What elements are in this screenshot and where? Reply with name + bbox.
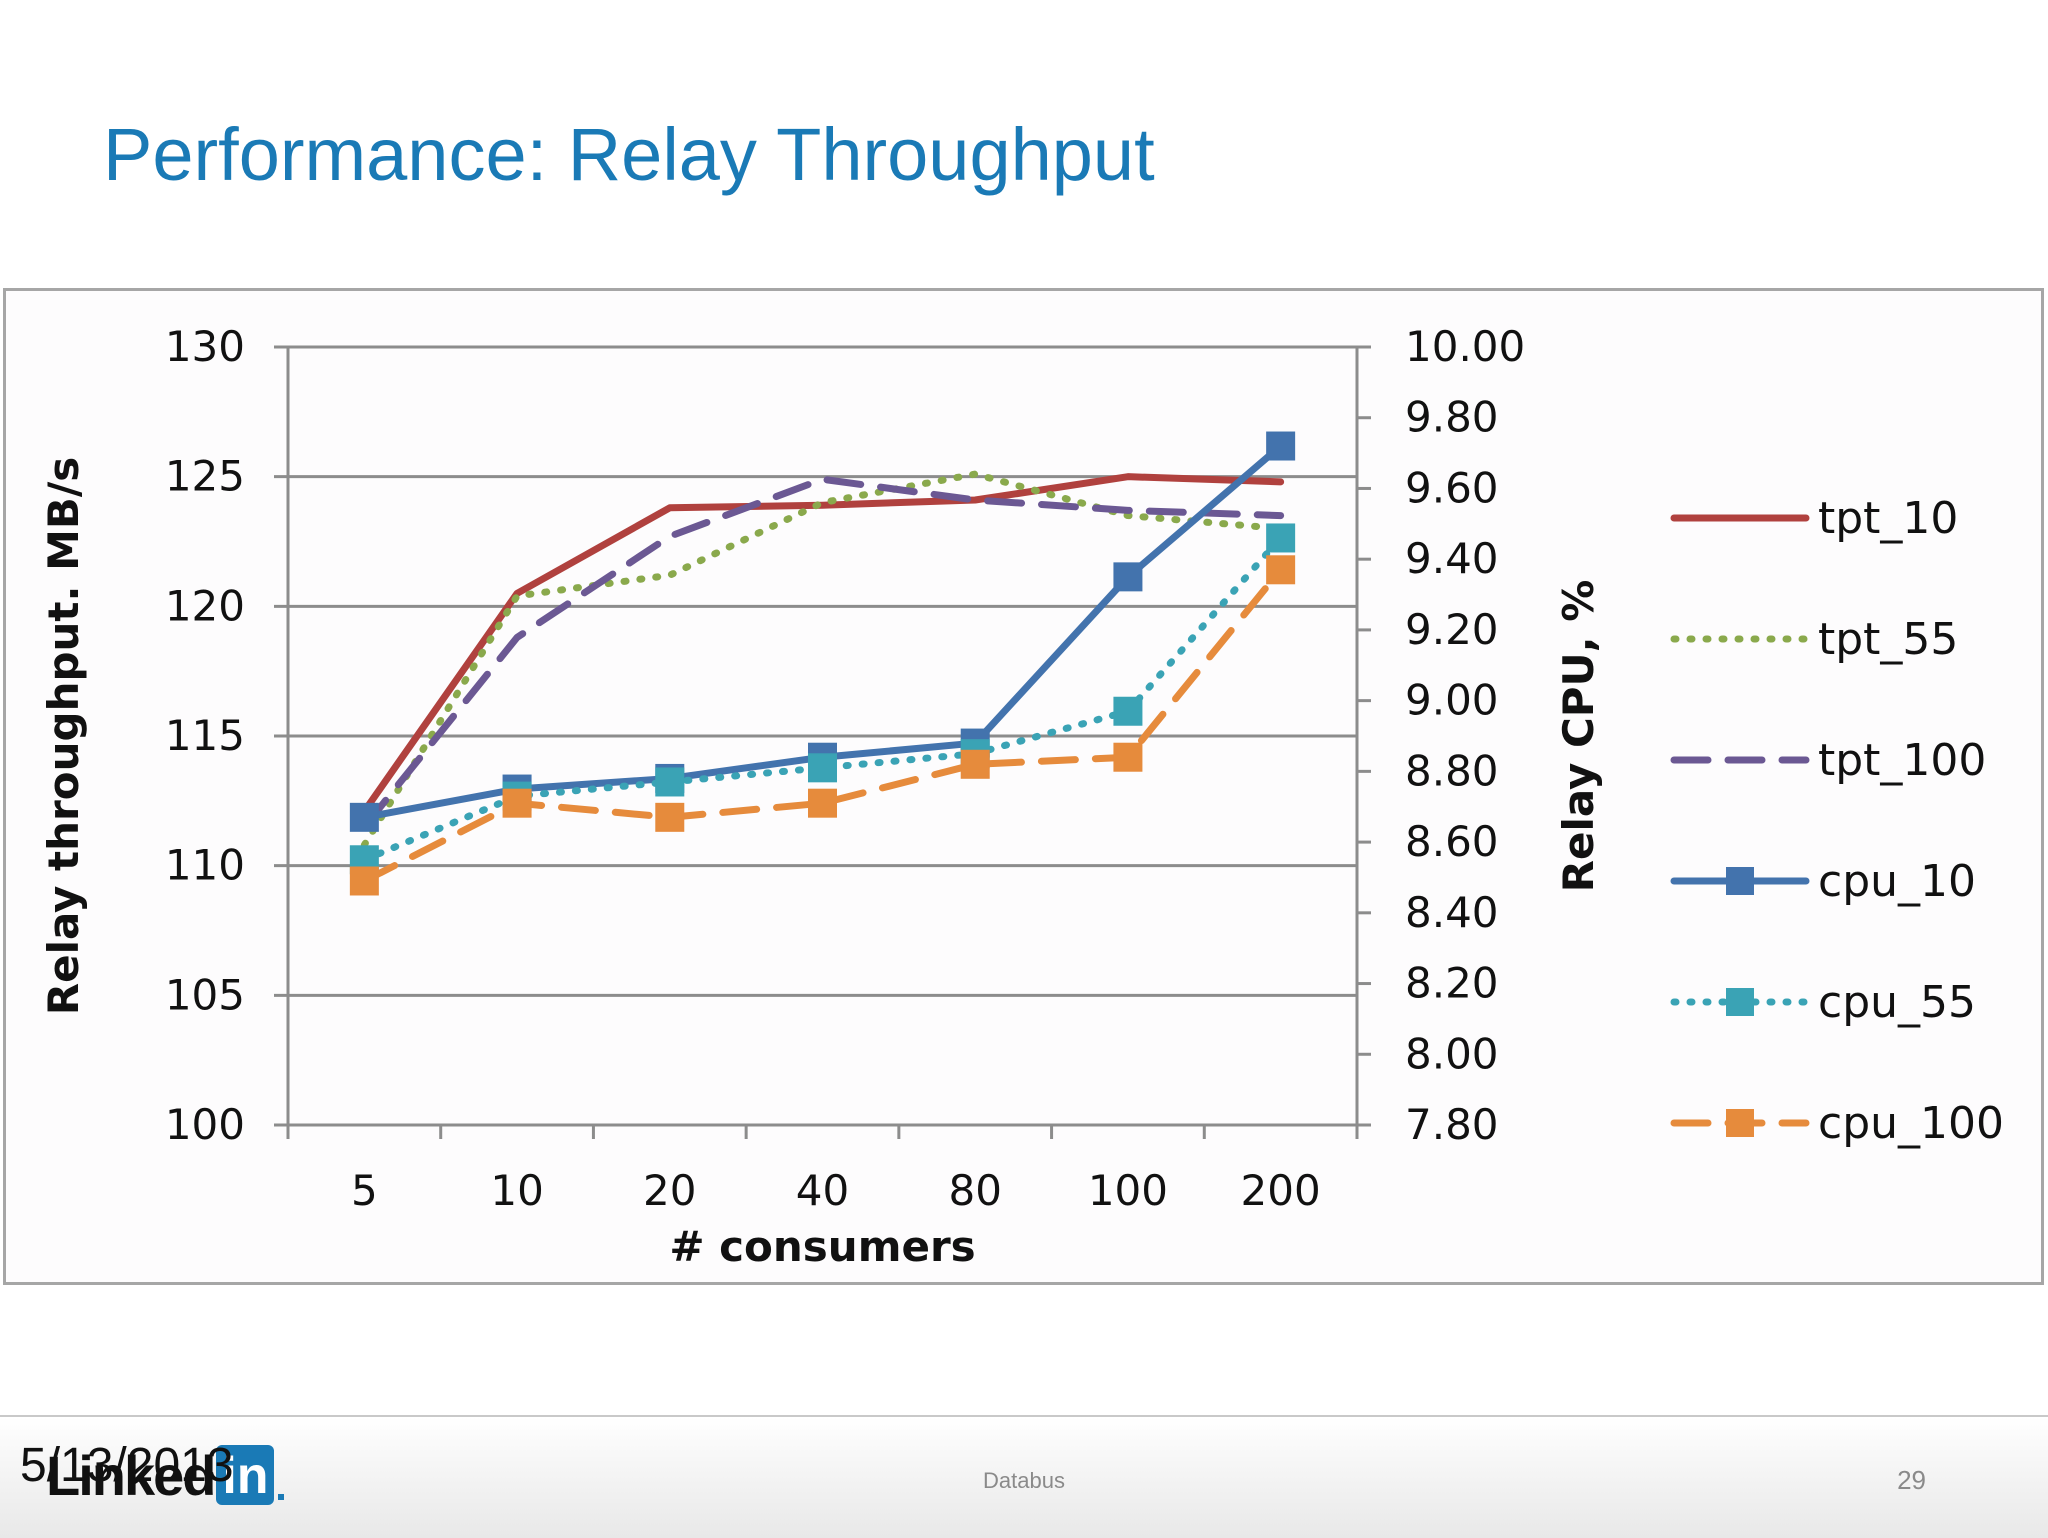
- y2-axis-title: Relay CPU, %: [1554, 580, 1603, 893]
- y-tick-label: 110: [165, 841, 245, 890]
- x-tick-label: 5: [351, 1166, 378, 1215]
- legend-label-cpu_100: cpu_100: [1818, 1098, 2004, 1149]
- line-chart: 1001051101151201251307.808.008.208.408.6…: [39, 322, 2004, 1271]
- y-tick-label: 130: [165, 322, 245, 371]
- slide-title: Performance: Relay Throughput: [103, 113, 1155, 196]
- slide-footer: [0, 1415, 2048, 1538]
- data-point-cpu_55: [808, 753, 837, 783]
- legend-label-tpt_55: tpt_55: [1818, 614, 1958, 665]
- data-point-cpu_55: [655, 767, 685, 797]
- y-tick-label: 105: [165, 970, 245, 1019]
- x-tick-label: 20: [643, 1166, 696, 1215]
- data-point-cpu_100: [808, 788, 837, 818]
- y2-tick-label: 8.00: [1405, 1029, 1499, 1078]
- x-tick-label: 100: [1088, 1166, 1168, 1215]
- x-tick-label: 40: [796, 1166, 849, 1215]
- page-number: 29: [1897, 1465, 1926, 1495]
- y-tick-label: 120: [165, 581, 245, 630]
- y2-tick-label: 8.80: [1405, 746, 1499, 795]
- linkedin-logo: Linked in: [46, 1443, 285, 1507]
- y2-tick-label: 9.80: [1405, 393, 1499, 442]
- data-point-cpu_10: [1266, 431, 1296, 461]
- y-tick-label: 115: [165, 711, 245, 760]
- legend-marker-cpu_10: [1726, 867, 1754, 895]
- x-axis-title: # consumers: [669, 1222, 975, 1271]
- legend-label-tpt_100: tpt_100: [1818, 735, 1986, 786]
- series-line-tpt_10: [360, 473, 1285, 815]
- y2-tick-label: 7.80: [1405, 1100, 1499, 1149]
- data-point-cpu_100: [960, 749, 990, 779]
- data-point-cpu_10: [1113, 562, 1143, 592]
- legend-label-tpt_10: tpt_10: [1818, 493, 1958, 544]
- footer-date: 5/13/2013: [20, 1439, 234, 1492]
- y2-tick-label: 9.00: [1405, 676, 1499, 725]
- data-point-cpu_100: [1113, 742, 1143, 772]
- data-point-cpu_10: [349, 802, 379, 832]
- x-tick-label: 80: [948, 1166, 1001, 1215]
- x-tick-label: 200: [1241, 1166, 1321, 1215]
- y-tick-label: 100: [165, 1100, 245, 1149]
- y-axis-title: Relay throughput. MB/s: [39, 457, 88, 1015]
- logo-dot: [278, 1494, 285, 1500]
- logo-text: Linked: [46, 1443, 216, 1507]
- data-point-cpu_100: [502, 788, 532, 818]
- data-point-cpu_100: [1266, 555, 1296, 585]
- logo-box: in: [216, 1445, 275, 1505]
- footer-center-text: Databus: [983, 1468, 1065, 1493]
- series-line-tpt_100: [360, 475, 1285, 831]
- y2-tick-label: 9.20: [1405, 605, 1499, 654]
- chart-frame: 100 105 110 115 120 125 130 7.80 8.00 8.20 8.40 8.6…: [3, 288, 2044, 1285]
- y2-tick-label: 10.00: [1405, 322, 1525, 371]
- legend-marker-cpu_55: [1726, 988, 1754, 1016]
- x-tick-label: 10: [490, 1166, 543, 1215]
- data-point-cpu_100: [655, 802, 685, 832]
- y2-tick-label: 9.40: [1405, 534, 1499, 583]
- y2-tick-label: 8.20: [1405, 959, 1499, 1008]
- y-tick-label: 125: [165, 452, 245, 501]
- series-line-tpt_55: [360, 470, 1285, 849]
- legend-marker-cpu_100: [1726, 1109, 1754, 1137]
- y2-tick-label: 8.40: [1405, 888, 1499, 937]
- data-point-cpu_55: [1266, 523, 1296, 553]
- data-point-cpu_55: [1113, 696, 1143, 726]
- legend-label-cpu_10: cpu_10: [1818, 856, 1976, 907]
- data-point-cpu_100: [349, 866, 379, 896]
- y2-tick-label: 9.60: [1405, 463, 1499, 512]
- y2-tick-label: 8.60: [1405, 817, 1499, 866]
- legend-label-cpu_55: cpu_55: [1818, 977, 1976, 1028]
